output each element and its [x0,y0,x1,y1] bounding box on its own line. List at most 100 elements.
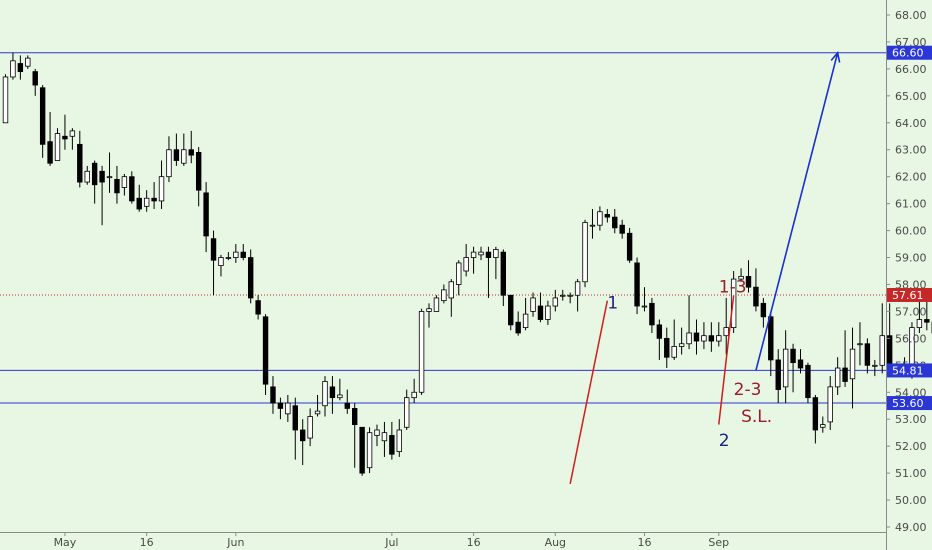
candle-up [493,249,499,258]
candle-down [619,224,625,234]
price-tick-label: 52.00 [895,440,927,453]
candle-up [463,257,469,272]
candle-down [91,162,98,186]
candle-up [418,311,425,393]
candle-down [389,434,395,455]
candle-down [329,386,336,399]
candle-up [426,308,432,312]
candle-up [834,367,841,388]
candle-down [656,324,663,339]
candle-down [515,321,521,334]
candle-down [842,367,848,382]
price-tick-label: 60.00 [895,225,927,238]
candle-up [322,381,328,407]
plot-area: 1 2 1-3 2-3 S.L. [0,50,932,485]
candle-down [760,302,767,318]
candle-down [129,176,135,202]
candle-up [716,335,722,342]
candle-up [374,429,380,436]
candle-down [359,426,365,474]
price-tick-label: 68.00 [895,9,927,22]
candle-up [181,149,187,164]
candle-down [255,300,261,315]
candle-up [166,149,172,178]
price-tick-label: 51.00 [895,467,927,480]
price-tick-label: 63.00 [895,144,927,157]
candle-up [857,343,863,346]
price-tick-label: 64.00 [895,117,927,130]
candle-up [84,170,90,183]
candle-up [106,176,113,179]
time-tick-label: Jun [226,536,244,549]
price-tick-label: 66.00 [895,63,927,76]
price-tick-label: 67.00 [895,36,927,49]
price-tick-label: 53.00 [895,413,927,426]
candle-down [768,316,774,361]
candle-up [522,313,529,328]
candle-up [158,176,165,202]
candle-up [307,416,313,439]
candle-up [143,197,150,207]
wave-label-1-3: 1-3 [719,278,747,298]
time-tick-label: May [54,536,77,549]
candle-down [151,197,157,202]
candle-down [604,214,611,218]
candle-up [574,281,581,296]
wave-label-2-3: 2-3 [734,380,762,400]
candle-up [225,257,232,259]
time-tick-label: Jul [384,536,398,549]
candle-up [671,346,677,358]
wave-label-2: 2 [719,431,730,451]
level-tag-text: 53.60 [892,397,924,410]
level-tag-54.81 [887,363,932,378]
price-tick-label: 56.00 [895,332,927,345]
time-tick-label: 16 [140,536,154,549]
candle-down [47,141,53,164]
price-axis[interactable]: 49.0050.0051.0052.0053.0054.0055.0056.00… [886,0,932,550]
candle-down [485,251,492,258]
candle-down [292,405,298,431]
candle-down [508,294,514,326]
time-axis[interactable]: May 16 Jun Jul 16 Aug 16 Sep [0,532,886,549]
candle-down [210,238,217,261]
candle-up [411,391,417,399]
price-tick-label: 62.00 [895,171,927,184]
candle-up [54,133,61,161]
projection-arrow-line [755,52,839,371]
level-tag-text: 54.81 [892,364,924,377]
candle-up [589,224,596,227]
candle-down [745,275,752,288]
candle-up [530,297,536,312]
price-tick-label: 49.00 [895,521,927,534]
current-price-tag [887,287,932,302]
candle-up [701,335,707,342]
wave-label-1: 1 [607,294,618,314]
candle-up [738,275,744,280]
candle-down [136,197,142,210]
candle-down [62,135,68,140]
candle-up [582,222,588,283]
time-tick-label: Sep [708,536,729,549]
candle-down [39,87,46,145]
candle-down [203,192,209,237]
candle-up [433,297,440,312]
candle-down [612,216,618,229]
candle-down [626,232,633,261]
candle-down [262,316,269,385]
candle-up [69,130,76,137]
candle-down [649,302,655,326]
candle-up [597,211,603,226]
candle-up [827,386,833,423]
candle-down [114,178,120,194]
candle-up [404,397,410,428]
projection-arrow-head [830,50,841,63]
candle-up [218,257,224,267]
level-tag-66.60 [887,45,932,60]
candle-up [337,394,343,399]
candle-down [77,143,83,183]
level-tag-53.60 [887,396,932,411]
candle-up [2,76,9,124]
candle-down [537,305,544,320]
candle-up [448,281,454,299]
